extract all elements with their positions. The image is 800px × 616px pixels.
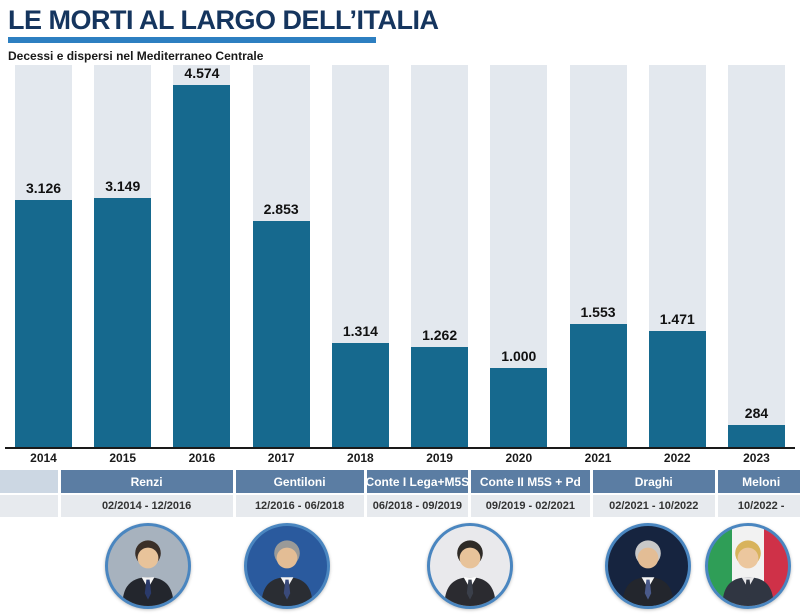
- bar-2015: [94, 198, 152, 447]
- government-dates-lead: [0, 495, 58, 517]
- bar-value-label-2017: 2.853: [263, 201, 299, 217]
- bar-2019: [411, 347, 469, 447]
- chart-column-2020: 1.000: [490, 65, 548, 447]
- pm-photo-meloni: [705, 523, 791, 609]
- bar-2021: [569, 324, 627, 447]
- government-dates-conte-ii-m5s-pd: 09/2019 - 02/2021: [471, 495, 590, 517]
- bar-2018: [331, 343, 389, 447]
- x-axis-line: [5, 447, 795, 449]
- chart-column-2018: 1.314: [331, 65, 389, 447]
- x-axis-label-2017: 2017: [267, 451, 295, 465]
- chart-subtitle: Decessi e dispersi nel Mediterraneo Cent…: [8, 49, 264, 63]
- government-band-conte-i-lega-m5s: Conte I Lega+M5S: [366, 470, 469, 493]
- bar-2017: [252, 221, 310, 447]
- person-silhouette-icon: [122, 540, 174, 606]
- x-axis-label-2018: 2018: [347, 451, 374, 465]
- government-band-conte-ii-m5s-pd: Conte II M5S + Pd: [471, 470, 590, 493]
- bar-chart: 3.126 3.149 4.574 2.853 1.314 1.262 1.000 1.553…: [0, 65, 800, 447]
- bar-value-label-2014: 3.126: [25, 180, 62, 196]
- person-silhouette-icon: [444, 540, 496, 606]
- pm-photo-renzi: [105, 523, 191, 609]
- chart-column-2022: 1.471: [648, 65, 706, 447]
- government-band-gentiloni: Gentiloni: [235, 470, 364, 493]
- government-dates-meloni: 10/2022 -: [717, 495, 800, 517]
- person-silhouette-icon: [261, 540, 313, 606]
- chart-column-2015: 3.149: [94, 65, 152, 447]
- pm-photo-gentiloni: [244, 523, 331, 609]
- chart-column-2021: 1.553: [569, 65, 627, 447]
- chart-column-2017: 2.853: [252, 65, 310, 447]
- bar-value-label-2023: 284: [744, 405, 769, 421]
- x-axis-label-2021: 2021: [584, 451, 612, 465]
- government-dates-gentiloni: 12/2016 - 06/2018: [235, 495, 364, 517]
- bar-2020: [490, 368, 548, 447]
- header: LE MORTI AL LARGO DELL’ITALIA Decessi e …: [0, 0, 800, 63]
- bar-2023: [727, 425, 785, 447]
- government-band-renzi: Renzi: [60, 470, 233, 493]
- pm-photo-draghi: [605, 523, 691, 609]
- x-axis-label-2022: 2022: [663, 451, 691, 465]
- page-title: LE MORTI AL LARGO DELL’ITALIA: [8, 5, 439, 35]
- chart-column-2019: 1.262: [411, 65, 469, 447]
- x-axis-label-2016: 2016: [188, 451, 216, 465]
- title-underline: [8, 37, 376, 43]
- x-axis-labels: 2014 2015 2016 2017 2018 2019 2020 2021 2022 2023: [0, 449, 800, 467]
- government-band-draghi: Draghi: [592, 470, 715, 493]
- government-name-band: Renzi Gentiloni Conte I Lega+M5S Conte II M…: [0, 470, 800, 493]
- bar-value-label-2018: 1.314: [342, 323, 378, 339]
- pm-photo-conte: [427, 523, 514, 609]
- bar-value-label-2019: 1.262: [422, 327, 458, 343]
- government-dates-draghi: 02/2021 - 10/2022: [592, 495, 715, 517]
- government-date-band: 02/2014 - 12/2016 12/2016 - 06/2018 06/201…: [0, 495, 800, 517]
- bar-value-label-2020: 1.000: [501, 348, 537, 364]
- bar-2014: [15, 200, 72, 447]
- chart-column-2014: 3.126: [15, 65, 72, 447]
- chart-column-2016: 4.574: [173, 65, 231, 447]
- pm-photos-row: [0, 517, 800, 616]
- government-dates-conte-i-lega-m5s: 06/2018 - 09/2019: [366, 495, 469, 517]
- x-axis-label-2019: 2019: [426, 451, 453, 465]
- x-axis-label-2023: 2023: [743, 451, 770, 465]
- person-silhouette-icon: [722, 540, 774, 606]
- bar-2016: [173, 85, 231, 447]
- x-axis-label-2014: 2014: [30, 451, 57, 465]
- x-axis-label-2015: 2015: [109, 451, 137, 465]
- x-axis-label-2020: 2020: [505, 451, 533, 465]
- government-dates-renzi: 02/2014 - 12/2016: [60, 495, 233, 517]
- chart-column-2023: 284: [727, 65, 785, 447]
- government-band-meloni: Meloni: [717, 470, 800, 493]
- bar-2022: [648, 331, 706, 447]
- government-band-lead: [0, 470, 58, 493]
- bar-value-label-2015: 3.149: [105, 178, 141, 194]
- person-silhouette-icon: [622, 540, 674, 606]
- bar-value-label-2022: 1.471: [659, 311, 695, 327]
- bar-value-label-2016: 4.574: [184, 65, 220, 81]
- bar-value-label-2021: 1.553: [580, 304, 616, 320]
